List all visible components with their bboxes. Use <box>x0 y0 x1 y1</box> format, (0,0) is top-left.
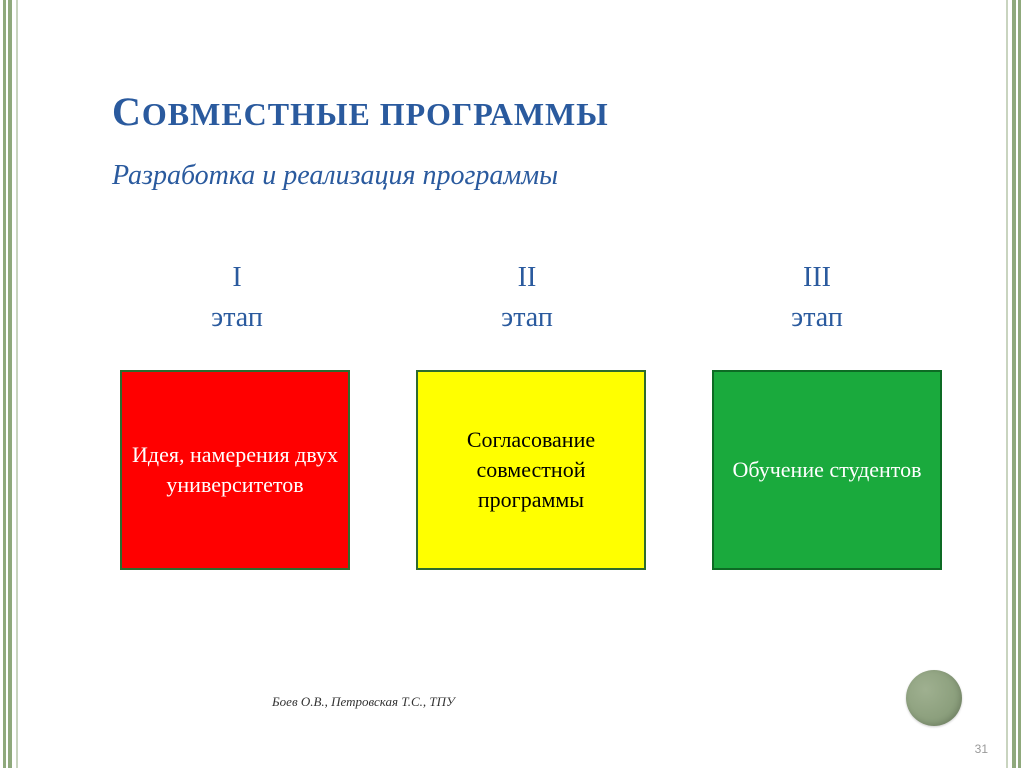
stage-box-2: Согласование совместной программы <box>416 370 646 570</box>
stage-header: II этап <box>402 260 652 341</box>
stage-numeral: II <box>402 260 652 296</box>
footer-credit: Боев О.В., Петровская Т.С., ТПУ <box>272 694 455 710</box>
stage-box-text: Обучение студентов <box>732 455 921 485</box>
stage-label: этап <box>112 300 362 336</box>
title-first-letter: С <box>112 89 142 134</box>
frame-rail <box>3 0 6 768</box>
decorative-sphere <box>906 670 962 726</box>
stage-header: III этап <box>692 260 942 341</box>
stage-boxes-row: Идея, намерения двух университетов Согла… <box>120 370 942 570</box>
stage-label: этап <box>692 300 942 336</box>
slide-content: СОВМЕСТНЫЕ ПРОГРАММЫ Разработка и реализ… <box>22 0 1002 768</box>
stage-headers-row: I этап II этап III этап <box>112 260 942 341</box>
title-rest: ОВМЕСТНЫЕ ПРОГРАММЫ <box>142 96 609 132</box>
stage-box-3: Обучение студентов <box>712 370 942 570</box>
stage-numeral: III <box>692 260 942 296</box>
stage-numeral: I <box>112 260 362 296</box>
frame-rail <box>1012 0 1016 768</box>
stage-box-text: Согласование совместной программы <box>428 425 634 514</box>
page-number: 31 <box>975 742 988 756</box>
slide-frame: СОВМЕСТНЫЕ ПРОГРАММЫ Разработка и реализ… <box>0 0 1024 768</box>
slide-subtitle: Разработка и реализация программы <box>112 160 558 192</box>
frame-rail <box>16 0 18 768</box>
frame-rail <box>1006 0 1008 768</box>
frame-rail <box>1018 0 1021 768</box>
stage-header: I этап <box>112 260 362 341</box>
slide-title: СОВМЕСТНЫЕ ПРОГРАММЫ <box>112 88 609 135</box>
stage-label: этап <box>402 300 652 336</box>
frame-rail <box>8 0 12 768</box>
stage-box-text: Идея, намерения двух университетов <box>132 440 338 499</box>
stage-box-1: Идея, намерения двух университетов <box>120 370 350 570</box>
